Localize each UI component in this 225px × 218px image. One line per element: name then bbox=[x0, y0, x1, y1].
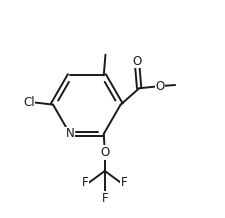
Text: O: O bbox=[132, 54, 142, 68]
Text: F: F bbox=[81, 176, 88, 189]
Text: O: O bbox=[155, 80, 164, 93]
Text: F: F bbox=[101, 192, 108, 205]
Text: N: N bbox=[65, 127, 74, 140]
Text: F: F bbox=[121, 176, 127, 189]
Text: O: O bbox=[100, 146, 109, 159]
Text: Cl: Cl bbox=[23, 96, 34, 109]
